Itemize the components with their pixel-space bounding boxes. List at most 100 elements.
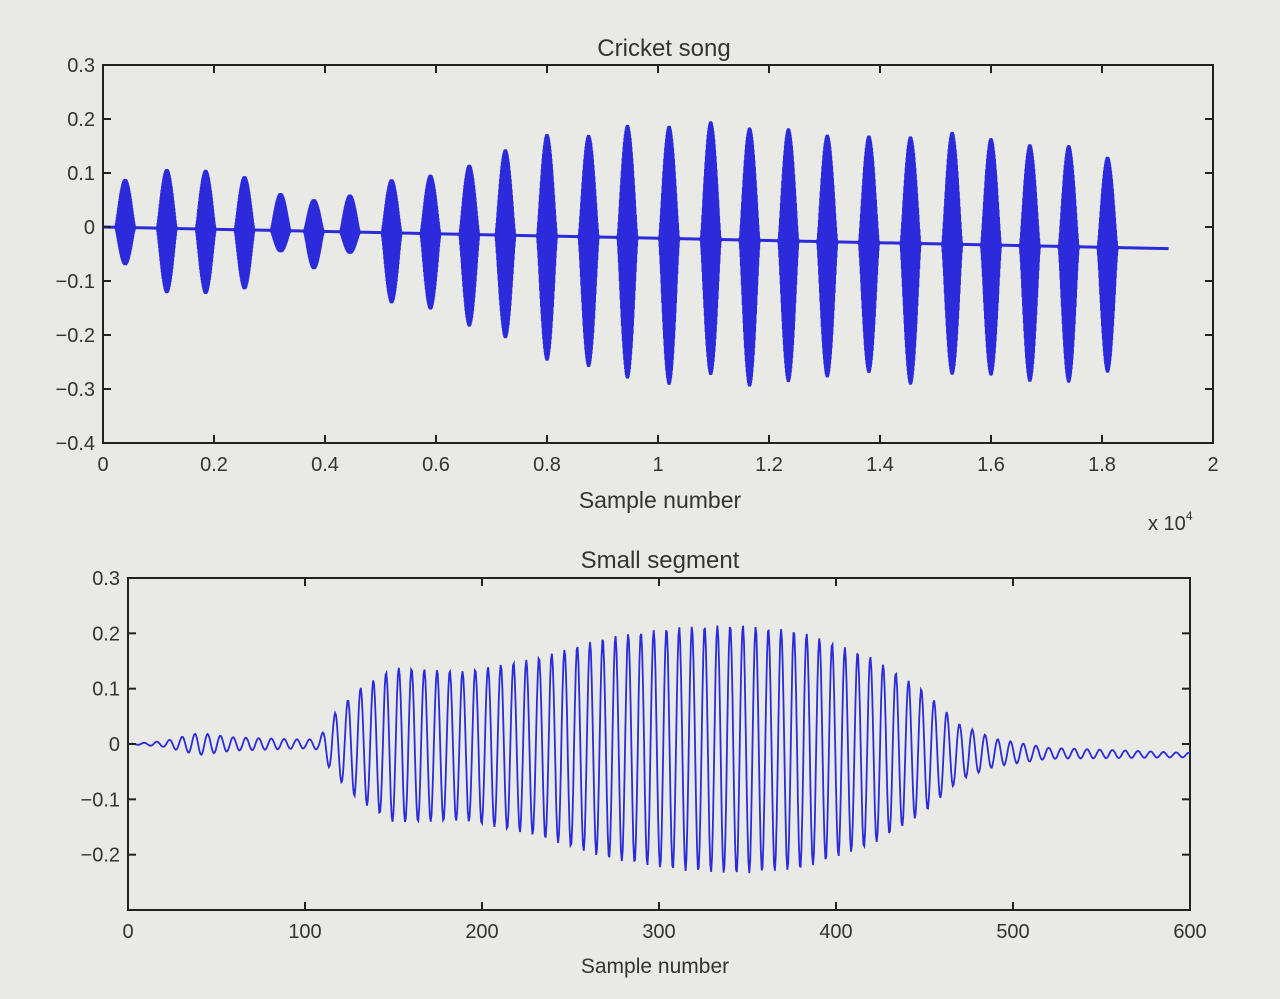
chirp-burst-fill xyxy=(942,148,963,356)
chirp-burst xyxy=(979,138,1003,376)
chirp-burst-trace xyxy=(233,176,256,290)
chirp-burst xyxy=(458,164,481,327)
chirp-burst-trace xyxy=(155,168,178,294)
chirp-burst-trace xyxy=(941,131,964,375)
chirp-burst xyxy=(1018,144,1041,382)
x-tick-label: 1.2 xyxy=(755,454,783,476)
y-tick-label: −0.3 xyxy=(56,379,95,401)
x-axis: 0 100 200 300 400 500 600 xyxy=(122,578,1207,943)
chirp-burst-fill xyxy=(156,177,177,284)
x-tick-label: 0.6 xyxy=(422,454,450,476)
y-tick-label: −0.2 xyxy=(56,325,95,347)
chirp-burst xyxy=(657,125,681,385)
x-tick-label: 1.4 xyxy=(866,454,894,476)
chirp-burst-fill xyxy=(700,139,721,355)
chirp-burst-fill xyxy=(115,186,136,260)
chirp-burst-fill xyxy=(617,141,638,358)
x-axis-label: Sample number xyxy=(579,487,742,513)
chirp-burst xyxy=(1057,145,1080,383)
chirp-burst xyxy=(616,124,639,379)
chirp-burst-trace xyxy=(114,178,137,266)
x-tick-label: 400 xyxy=(819,921,852,943)
chirp-burst xyxy=(114,178,137,266)
chirp-burst xyxy=(738,127,761,387)
x-multiplier: x 104 xyxy=(1148,509,1193,535)
x-multiplier-exponent: 4 xyxy=(1186,509,1193,523)
chirp-burst-trace xyxy=(1096,156,1119,373)
y-tick-label: 0 xyxy=(84,217,95,239)
x-multiplier-base: x 10 xyxy=(1148,513,1186,535)
x-axis: 0 0.2 0.4 0.6 0.8 1 1.2 1.4 1.6 1.8 2 xyxy=(97,65,1219,476)
x-tick-label: 2 xyxy=(1207,454,1218,476)
chirp-burst xyxy=(302,199,326,270)
chirp-burst-fill xyxy=(778,145,799,361)
chirp-burst-fill xyxy=(900,152,921,364)
chirp-burst-fill xyxy=(195,178,216,285)
chirp-burst-trace xyxy=(777,128,800,383)
chirp-burst xyxy=(269,192,292,253)
chirp-burst-trace xyxy=(1018,144,1041,382)
x-tick-label: 0.4 xyxy=(311,454,339,476)
y-tick-label: 0.1 xyxy=(92,679,120,701)
chirp-burst-fill xyxy=(495,162,516,323)
x-tick-label: 0.8 xyxy=(533,454,561,476)
x-tick-label: 300 xyxy=(642,921,675,943)
chirp-burst xyxy=(339,194,361,254)
y-tick-label: 0.2 xyxy=(67,109,95,131)
chirp-burst-fill xyxy=(1019,159,1040,362)
chirp-burst-fill xyxy=(1097,170,1118,355)
y-axis: −0.4 −0.3 −0.2 −0.1 0 0.1 0.2 0.3 xyxy=(56,55,1213,455)
x-tick-label: 0 xyxy=(122,921,133,943)
chirp-burst xyxy=(941,131,964,375)
signal-series xyxy=(128,625,1191,874)
chirp-burst xyxy=(1096,156,1119,373)
chirp-burst-trace xyxy=(494,149,517,339)
chirp-burst-trace xyxy=(657,125,681,385)
chirp-burst-trace xyxy=(339,194,361,254)
signal-series xyxy=(102,121,1169,387)
chirp-burst-fill xyxy=(1058,160,1079,363)
y-tick-label: 0.1 xyxy=(67,163,95,185)
chirp-burst-fill xyxy=(858,151,879,354)
y-tick-label: 0 xyxy=(109,734,120,756)
y-tick-label: −0.1 xyxy=(56,271,95,293)
chirp-burst-fill xyxy=(340,200,360,251)
y-tick-label: −0.1 xyxy=(81,789,120,811)
chirp-burst-trace xyxy=(616,124,639,379)
x-tick-label: 600 xyxy=(1173,921,1206,943)
x-tick-label: 200 xyxy=(465,921,498,943)
chirp-burst xyxy=(419,174,442,310)
chirp-burst-trace xyxy=(194,169,217,295)
chirp-burst-trace xyxy=(380,179,403,304)
chirp-burst-fill xyxy=(578,150,599,348)
chirp-burst-trace xyxy=(269,192,292,253)
chart-title: Cricket song xyxy=(597,35,730,62)
chirp-burst-trace xyxy=(699,121,722,376)
chirp-burst-fill xyxy=(234,184,255,281)
chirp-burst xyxy=(777,128,800,383)
chirp-burst-trace xyxy=(419,174,442,310)
chirp-burst-trace xyxy=(816,134,839,378)
x-tick-label: 100 xyxy=(288,921,321,943)
chirp-burst xyxy=(699,121,722,376)
chirp-burst-fill xyxy=(303,204,324,264)
plot-area xyxy=(102,64,1214,444)
x-tick-label: 1.6 xyxy=(977,454,1005,476)
x-tick-label: 0.2 xyxy=(200,454,228,476)
waveform-line xyxy=(128,625,1191,874)
chirp-burst xyxy=(857,135,881,374)
y-tick-label: 0.3 xyxy=(67,55,95,77)
chirp-burst-trace xyxy=(979,138,1003,376)
chirp-burst-fill xyxy=(420,183,441,299)
chart-title: Small segment xyxy=(581,547,740,574)
chirp-burst-trace xyxy=(857,135,881,374)
x-tick-label: 0 xyxy=(97,454,108,476)
chirp-burst xyxy=(233,176,256,290)
chirp-burst xyxy=(577,134,600,368)
chirp-burst xyxy=(816,134,839,378)
y-axis: −0.2 −0.1 0 0.1 0.2 0.3 xyxy=(81,568,1190,867)
chirp-burst-fill xyxy=(981,154,1001,357)
x-tick-label: 1.8 xyxy=(1088,454,1116,476)
chirp-burst-trace xyxy=(738,127,761,387)
